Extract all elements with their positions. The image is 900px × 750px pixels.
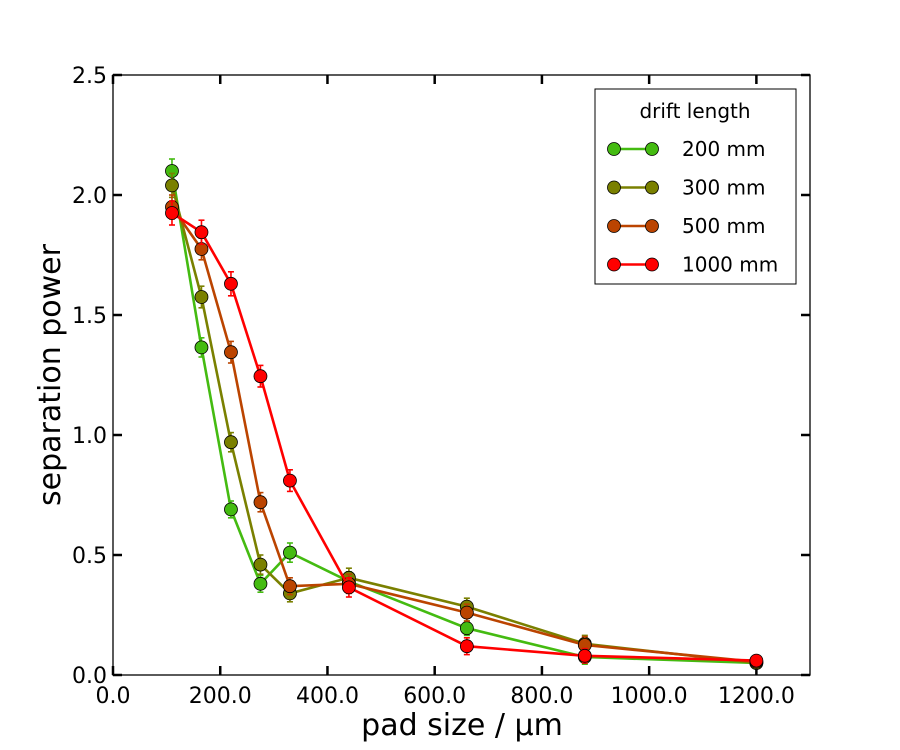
y-tick-label: 0.0 — [72, 664, 107, 689]
y-axis-title: separation power — [33, 243, 68, 506]
legend-label: 300 mm — [682, 176, 766, 200]
data-point — [459, 605, 474, 620]
data-point — [224, 276, 238, 291]
legend-marker — [645, 257, 659, 272]
data-point — [194, 290, 209, 304]
series-1000-mm — [165, 200, 764, 668]
legend-label: 1000 mm — [682, 253, 778, 277]
y-tick-label: 1.5 — [72, 304, 107, 329]
x-tick-label: 0.0 — [96, 684, 131, 709]
data-point — [194, 340, 209, 355]
legend-item: 300 mm — [607, 176, 766, 200]
data-point — [253, 576, 268, 591]
data-point — [253, 369, 268, 384]
data-point — [194, 225, 209, 240]
x-tick-label: 1200.0 — [718, 684, 795, 709]
data-point — [577, 648, 592, 663]
data-point — [283, 473, 297, 488]
data-point — [165, 206, 179, 220]
data-point — [459, 639, 474, 654]
x-axis-title: pad size / μm — [361, 708, 563, 743]
data-point — [224, 502, 238, 517]
data-point — [165, 178, 179, 193]
legend-marker — [645, 219, 659, 233]
legend-item: 500 mm — [607, 214, 766, 238]
legend-item: 200 mm — [607, 137, 766, 161]
legend-marker — [607, 219, 621, 233]
legend-label: 500 mm — [682, 214, 766, 238]
y-tick-label: 2.5 — [72, 64, 107, 89]
data-point — [224, 345, 238, 360]
x-tick-label: 200.0 — [189, 684, 252, 709]
data-point — [224, 435, 238, 450]
legend-title: drift length — [639, 99, 750, 123]
legend-marker — [607, 180, 621, 195]
legend-marker — [645, 142, 659, 156]
data-point — [283, 545, 297, 560]
data-point — [459, 621, 474, 636]
legend-item: 1000 mm — [607, 253, 778, 277]
legend: drift length 200 mm 300 mm 500 mm 1000 mm — [594, 88, 797, 285]
legend-label: 200 mm — [682, 137, 766, 161]
x-tick-label: 400.0 — [296, 684, 359, 709]
tick-labels: 0.0 200.0 400.0 600.0 800.0 1000.0 1200.0 0.0 0.… — [72, 64, 795, 709]
plot-frame — [112, 74, 811, 676]
data-point — [342, 580, 356, 595]
data-point — [749, 653, 764, 668]
y-tick-label: 0.5 — [72, 544, 107, 569]
series-layer — [165, 158, 764, 670]
legend-marker — [607, 142, 621, 156]
data-point — [253, 495, 268, 510]
legend-marker — [607, 257, 621, 272]
x-tick-label: 600.0 — [403, 684, 466, 709]
data-point — [253, 557, 268, 572]
series-500-mm — [165, 194, 764, 669]
y-tick-label: 1.0 — [72, 424, 107, 449]
y-tick-label: 2.0 — [72, 184, 107, 209]
axis-ticks — [111, 73, 810, 677]
data-point — [283, 579, 297, 594]
legend-marker — [645, 180, 659, 195]
x-tick-label: 1000.0 — [611, 684, 688, 709]
x-tick-label: 800.0 — [510, 684, 573, 709]
